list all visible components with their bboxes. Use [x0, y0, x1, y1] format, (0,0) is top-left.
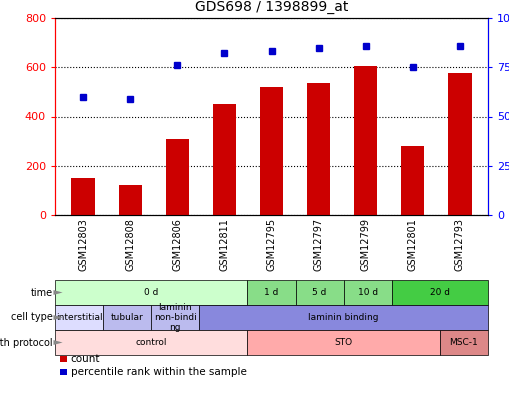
Text: 10 d: 10 d [357, 288, 377, 297]
Text: growth protocol: growth protocol [0, 337, 52, 347]
Bar [447, 73, 471, 215]
Text: 20 d: 20 d [429, 288, 449, 297]
Bar [353, 66, 377, 215]
Text: 5 d: 5 d [312, 288, 326, 297]
Text: percentile rank within the sample: percentile rank within the sample [71, 367, 246, 377]
Text: cell type: cell type [11, 313, 52, 322]
Bar [71, 178, 95, 215]
Text: interstitial: interstitial [55, 313, 102, 322]
Text: STO: STO [334, 338, 352, 347]
Text: 0 d: 0 d [144, 288, 158, 297]
Bar [212, 104, 236, 215]
Text: laminin binding: laminin binding [308, 313, 378, 322]
Text: 1 d: 1 d [264, 288, 278, 297]
Bar [165, 139, 189, 215]
Bar [400, 146, 423, 215]
Text: laminin
non-bindi
ng: laminin non-bindi ng [154, 303, 196, 333]
Text: count: count [71, 354, 100, 364]
Text: control: control [135, 338, 166, 347]
Bar [259, 87, 282, 215]
Text: time: time [30, 288, 52, 298]
Text: tubular: tubular [110, 313, 143, 322]
Bar [118, 185, 142, 215]
Text: MSC-1: MSC-1 [449, 338, 477, 347]
Bar [306, 83, 330, 215]
Title: GDS698 / 1398899_at: GDS698 / 1398899_at [194, 0, 348, 14]
